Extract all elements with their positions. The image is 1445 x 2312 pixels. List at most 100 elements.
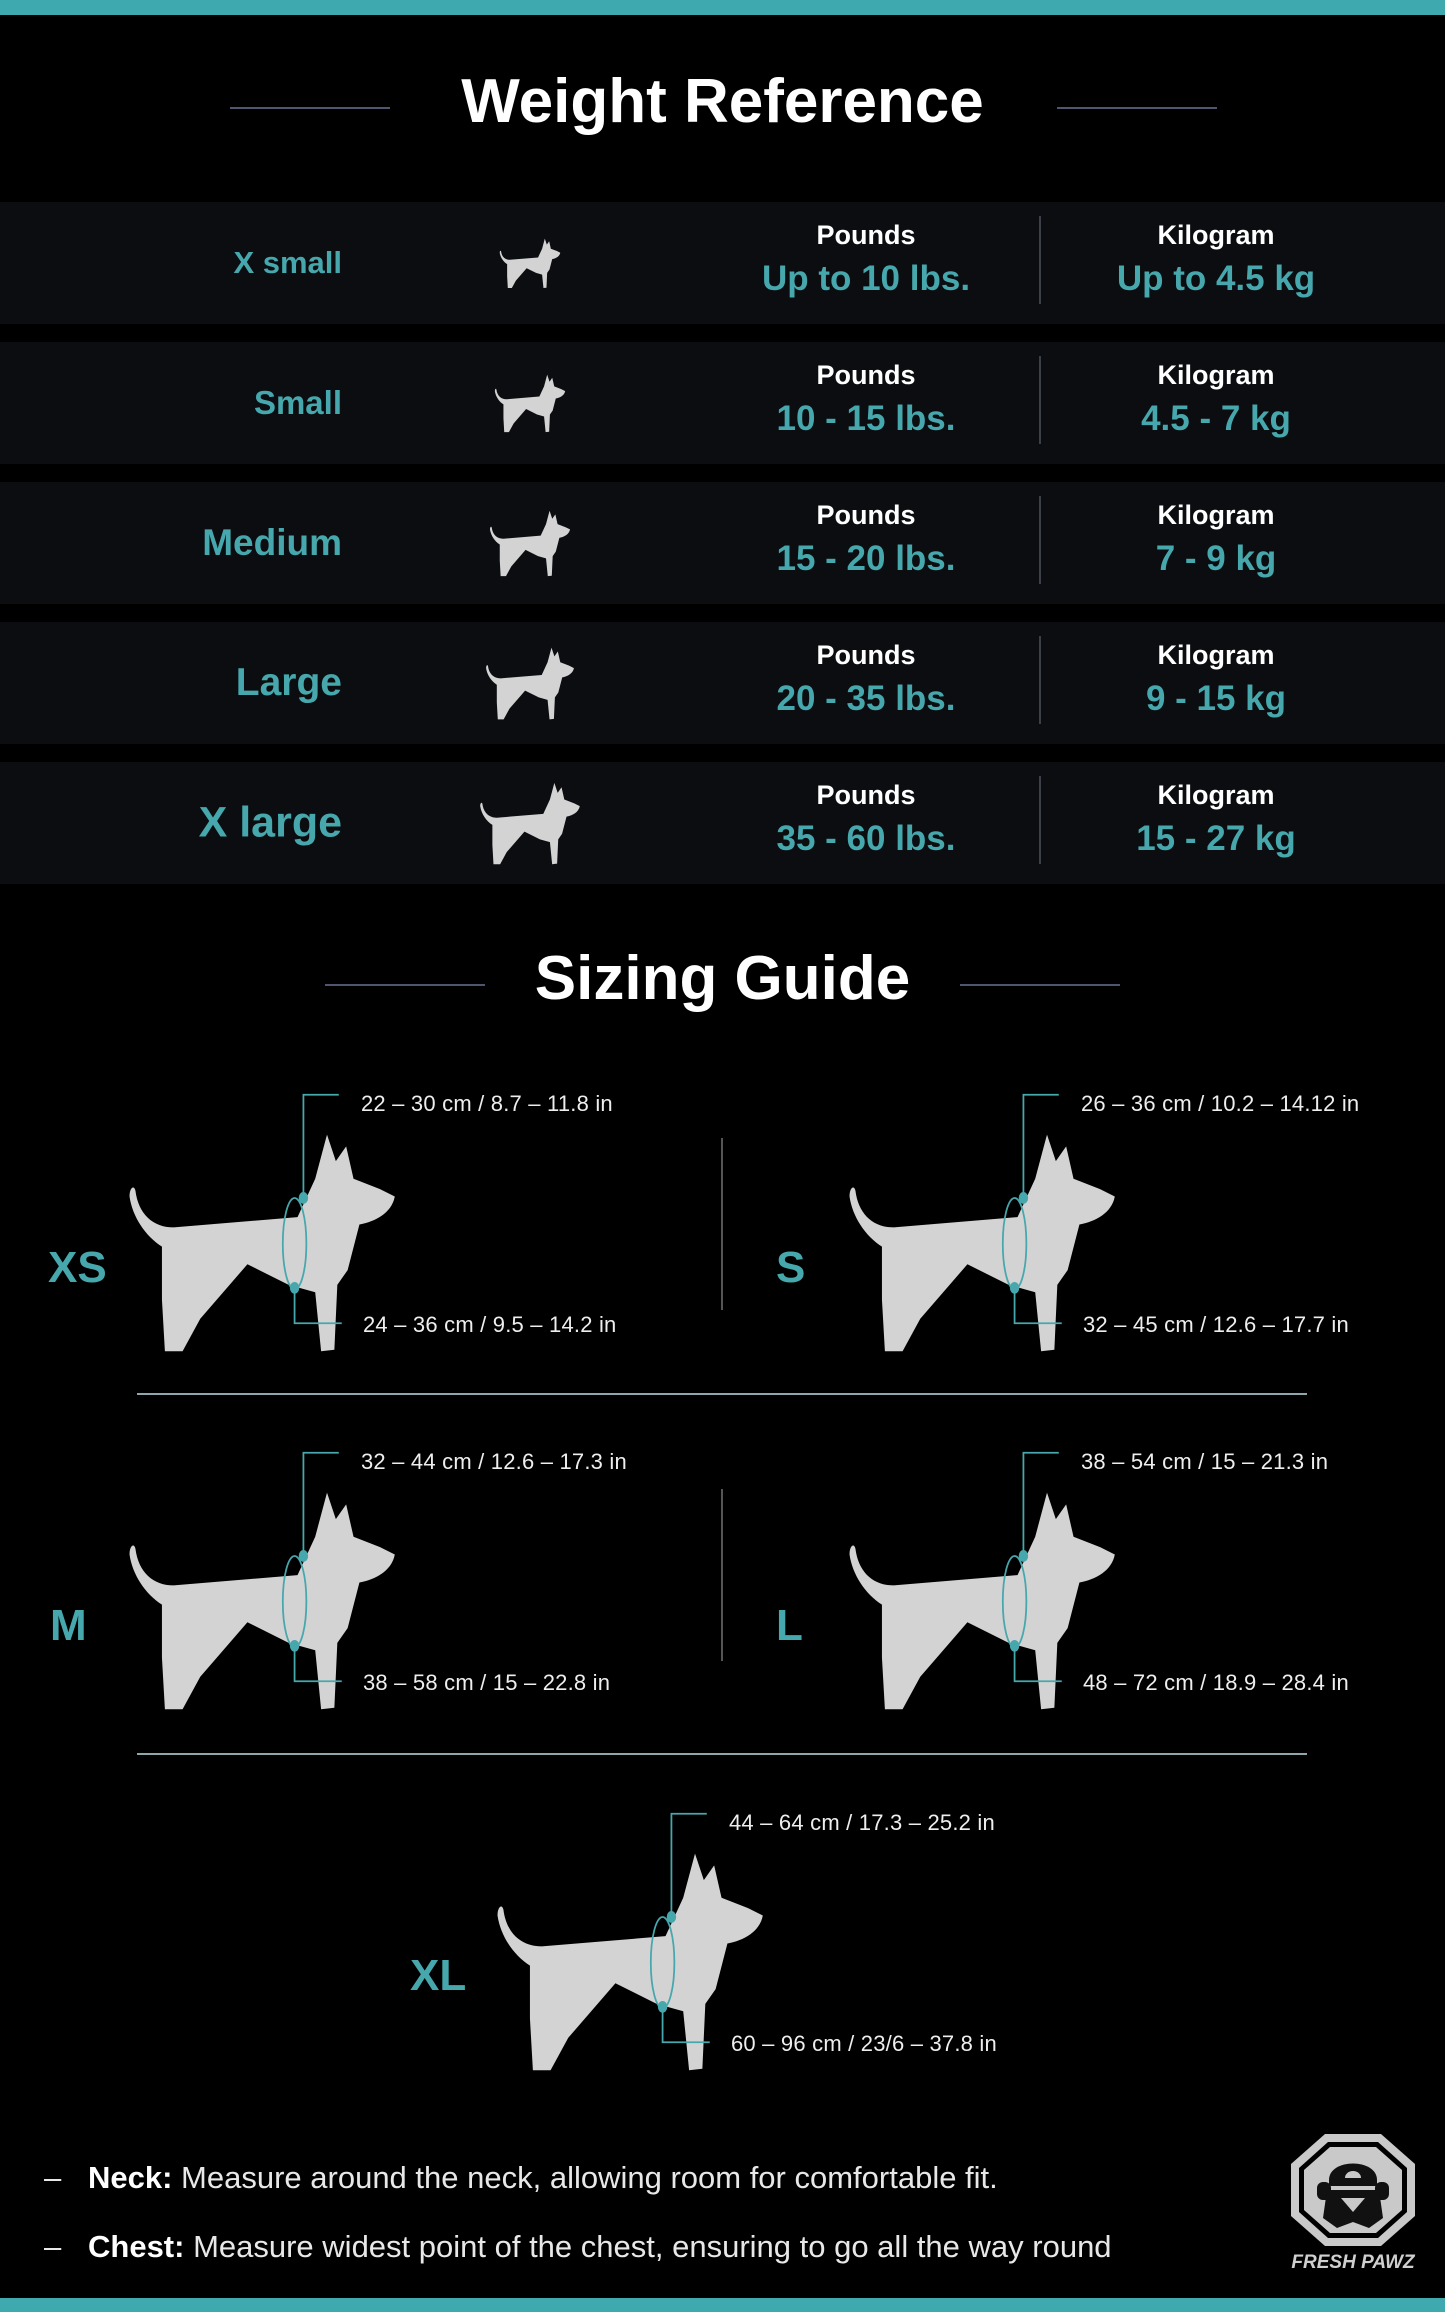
size-diagram-xs: 22 – 30 cm / 8.7 – 11.8 in 24 – 36 cm / … [125,1083,645,1373]
chest-point [1009,1639,1020,1652]
weight-row: Small Pounds 10 - 15 lbs. Kilogram 4.5 -… [0,342,1445,464]
kilogram-value: 4.5 - 7 kg [1141,399,1291,438]
size-diagram-l: 38 – 54 cm / 15 – 21.3 in 48 – 72 cm / 1… [845,1441,1365,1731]
column-divider [721,1489,723,1661]
pounds-value: 35 - 60 lbs. [776,819,956,858]
column-divider [1039,776,1041,864]
pounds-heading: Pounds [816,500,916,530]
dog-silhouette-icon [497,1812,763,2071]
chest-measurement: 48 – 72 cm / 18.9 – 28.4 in [1083,1670,1349,1695]
pounds-column: Pounds Up to 10 lbs. [696,220,1036,299]
column-divider [1039,216,1041,304]
chest-measurement: 24 – 36 cm / 9.5 – 14.2 in [363,1312,617,1337]
kilogram-column: Kilogram Up to 4.5 kg [1046,220,1386,299]
kilogram-column: Kilogram 15 - 27 kg [1046,780,1386,859]
chest-leader-line [293,1645,342,1683]
neck-point [298,1192,309,1204]
neck-point [1018,1550,1029,1562]
column-divider [721,1138,723,1310]
chest-leader-line [1013,1645,1062,1683]
pounds-value: Up to 10 lbs. [761,259,971,298]
kilogram-heading: Kilogram [1157,220,1275,250]
size-label: Medium [202,522,342,563]
sizing-guide-title: Sizing Guide [534,944,911,1013]
kilogram-column: Kilogram 7 - 9 kg [1046,500,1386,579]
bottom-accent-bar [0,2298,1445,2312]
neck-measurement: 38 – 54 cm / 15 – 21.3 in [1081,1449,1329,1474]
neck-leader-line [302,1451,339,1556]
kilogram-heading: Kilogram [1157,780,1275,810]
size-letter: M [50,1601,87,1650]
kilogram-column: Kilogram 9 - 15 kg [1046,640,1386,719]
dog-icon [489,510,571,577]
column-divider [1039,356,1041,444]
chest-point [289,1281,300,1294]
neck-leader-line [670,1812,707,1917]
size-letter: XS [48,1243,107,1292]
kilogram-heading: Kilogram [1157,640,1275,670]
pounds-value: 10 - 15 lbs. [776,399,956,438]
weight-row: X large Pounds 35 - 60 lbs. Kilogram 15 … [0,762,1445,884]
neck-leader-line [1022,1093,1059,1198]
kilogram-value: 15 - 27 kg [1136,819,1296,858]
row-divider [137,1393,1307,1395]
neck-measurement: 26 – 36 cm / 10.2 – 14.12 in [1081,1091,1360,1116]
chest-point [657,2000,668,2013]
weight-row: Large Pounds 20 - 35 lbs. Kilogram 9 - 1… [0,622,1445,744]
neck-leader-line [302,1093,339,1198]
pounds-value: 20 - 35 lbs. [776,679,956,718]
kilogram-value: Up to 4.5 kg [1116,259,1316,298]
dog-silhouette-icon [129,1451,395,1710]
chest-leader-line [293,1287,342,1325]
neck-measurement: 44 – 64 cm / 17.3 – 25.2 in [729,1810,995,1835]
chest-point [1009,1281,1020,1294]
top-accent-bar [0,0,1445,15]
kilogram-heading: Kilogram [1157,360,1275,390]
pounds-heading: Pounds [816,780,916,810]
dog-icon [499,238,561,289]
dog-silhouette-icon [129,1093,395,1352]
chest-leader-line [1013,1287,1062,1325]
dog-icon [494,374,566,433]
size-label: Small [253,384,342,421]
size-label: X small [233,245,342,280]
title-rule-right [1057,107,1217,109]
neck-measurement: 22 – 30 cm / 8.7 – 11.8 in [361,1091,613,1116]
column-divider [1039,636,1041,724]
neck-point [298,1550,309,1562]
note-chest: – Chest: Measure widest point of the ches… [44,2229,1112,2264]
title-rule-left [230,107,390,109]
size-letter: XL [410,1951,467,2000]
note-neck: – Neck: Measure around the neck, allowing… [44,2160,998,2195]
neck-point [666,1911,677,1923]
pounds-column: Pounds 15 - 20 lbs. [696,500,1036,579]
size-label: X large [198,798,342,847]
weight-row: X small Pounds Up to 10 lbs. Kilogram Up… [0,202,1445,324]
chest-measurement: 38 – 58 cm / 15 – 22.8 in [363,1670,611,1695]
dog-icon [486,647,574,720]
pounds-heading: Pounds [816,220,916,250]
octagon-dog-logo-icon [1291,2134,1415,2246]
weight-reference-title: Weight Reference [461,67,984,136]
chest-point [289,1639,300,1652]
column-divider [1039,496,1041,584]
size-diagram-s: 26 – 36 cm / 10.2 – 14.12 in 32 – 45 cm … [845,1083,1365,1373]
size-diagram-m: 32 – 44 cm / 12.6 – 17.3 in 38 – 58 cm /… [125,1441,645,1731]
dog-silhouette-icon [849,1093,1115,1352]
kilogram-heading: Kilogram [1157,500,1275,530]
size-letter: L [776,1601,803,1650]
neck-measurement: 32 – 44 cm / 12.6 – 17.3 in [361,1449,627,1474]
dog-silhouette-icon [849,1451,1115,1710]
pounds-column: Pounds 35 - 60 lbs. [696,780,1036,859]
pounds-column: Pounds 10 - 15 lbs. [696,360,1036,439]
dog-icon [480,782,580,865]
size-diagram-xl: 44 – 64 cm / 17.3 – 25.2 in 60 – 96 cm /… [493,1802,1013,2092]
title-rule-left [325,984,485,986]
row-divider [137,1753,1307,1755]
pounds-heading: Pounds [816,640,916,670]
pounds-value: 15 - 20 lbs. [776,539,956,578]
chest-measurement: 32 – 45 cm / 12.6 – 17.7 in [1083,1312,1349,1337]
size-label: Large [235,661,342,704]
fresh-pawz-logo: FRESH PAWZ [1283,2130,1423,2280]
weight-row: Medium Pounds 15 - 20 lbs. Kilogram 7 - … [0,482,1445,604]
